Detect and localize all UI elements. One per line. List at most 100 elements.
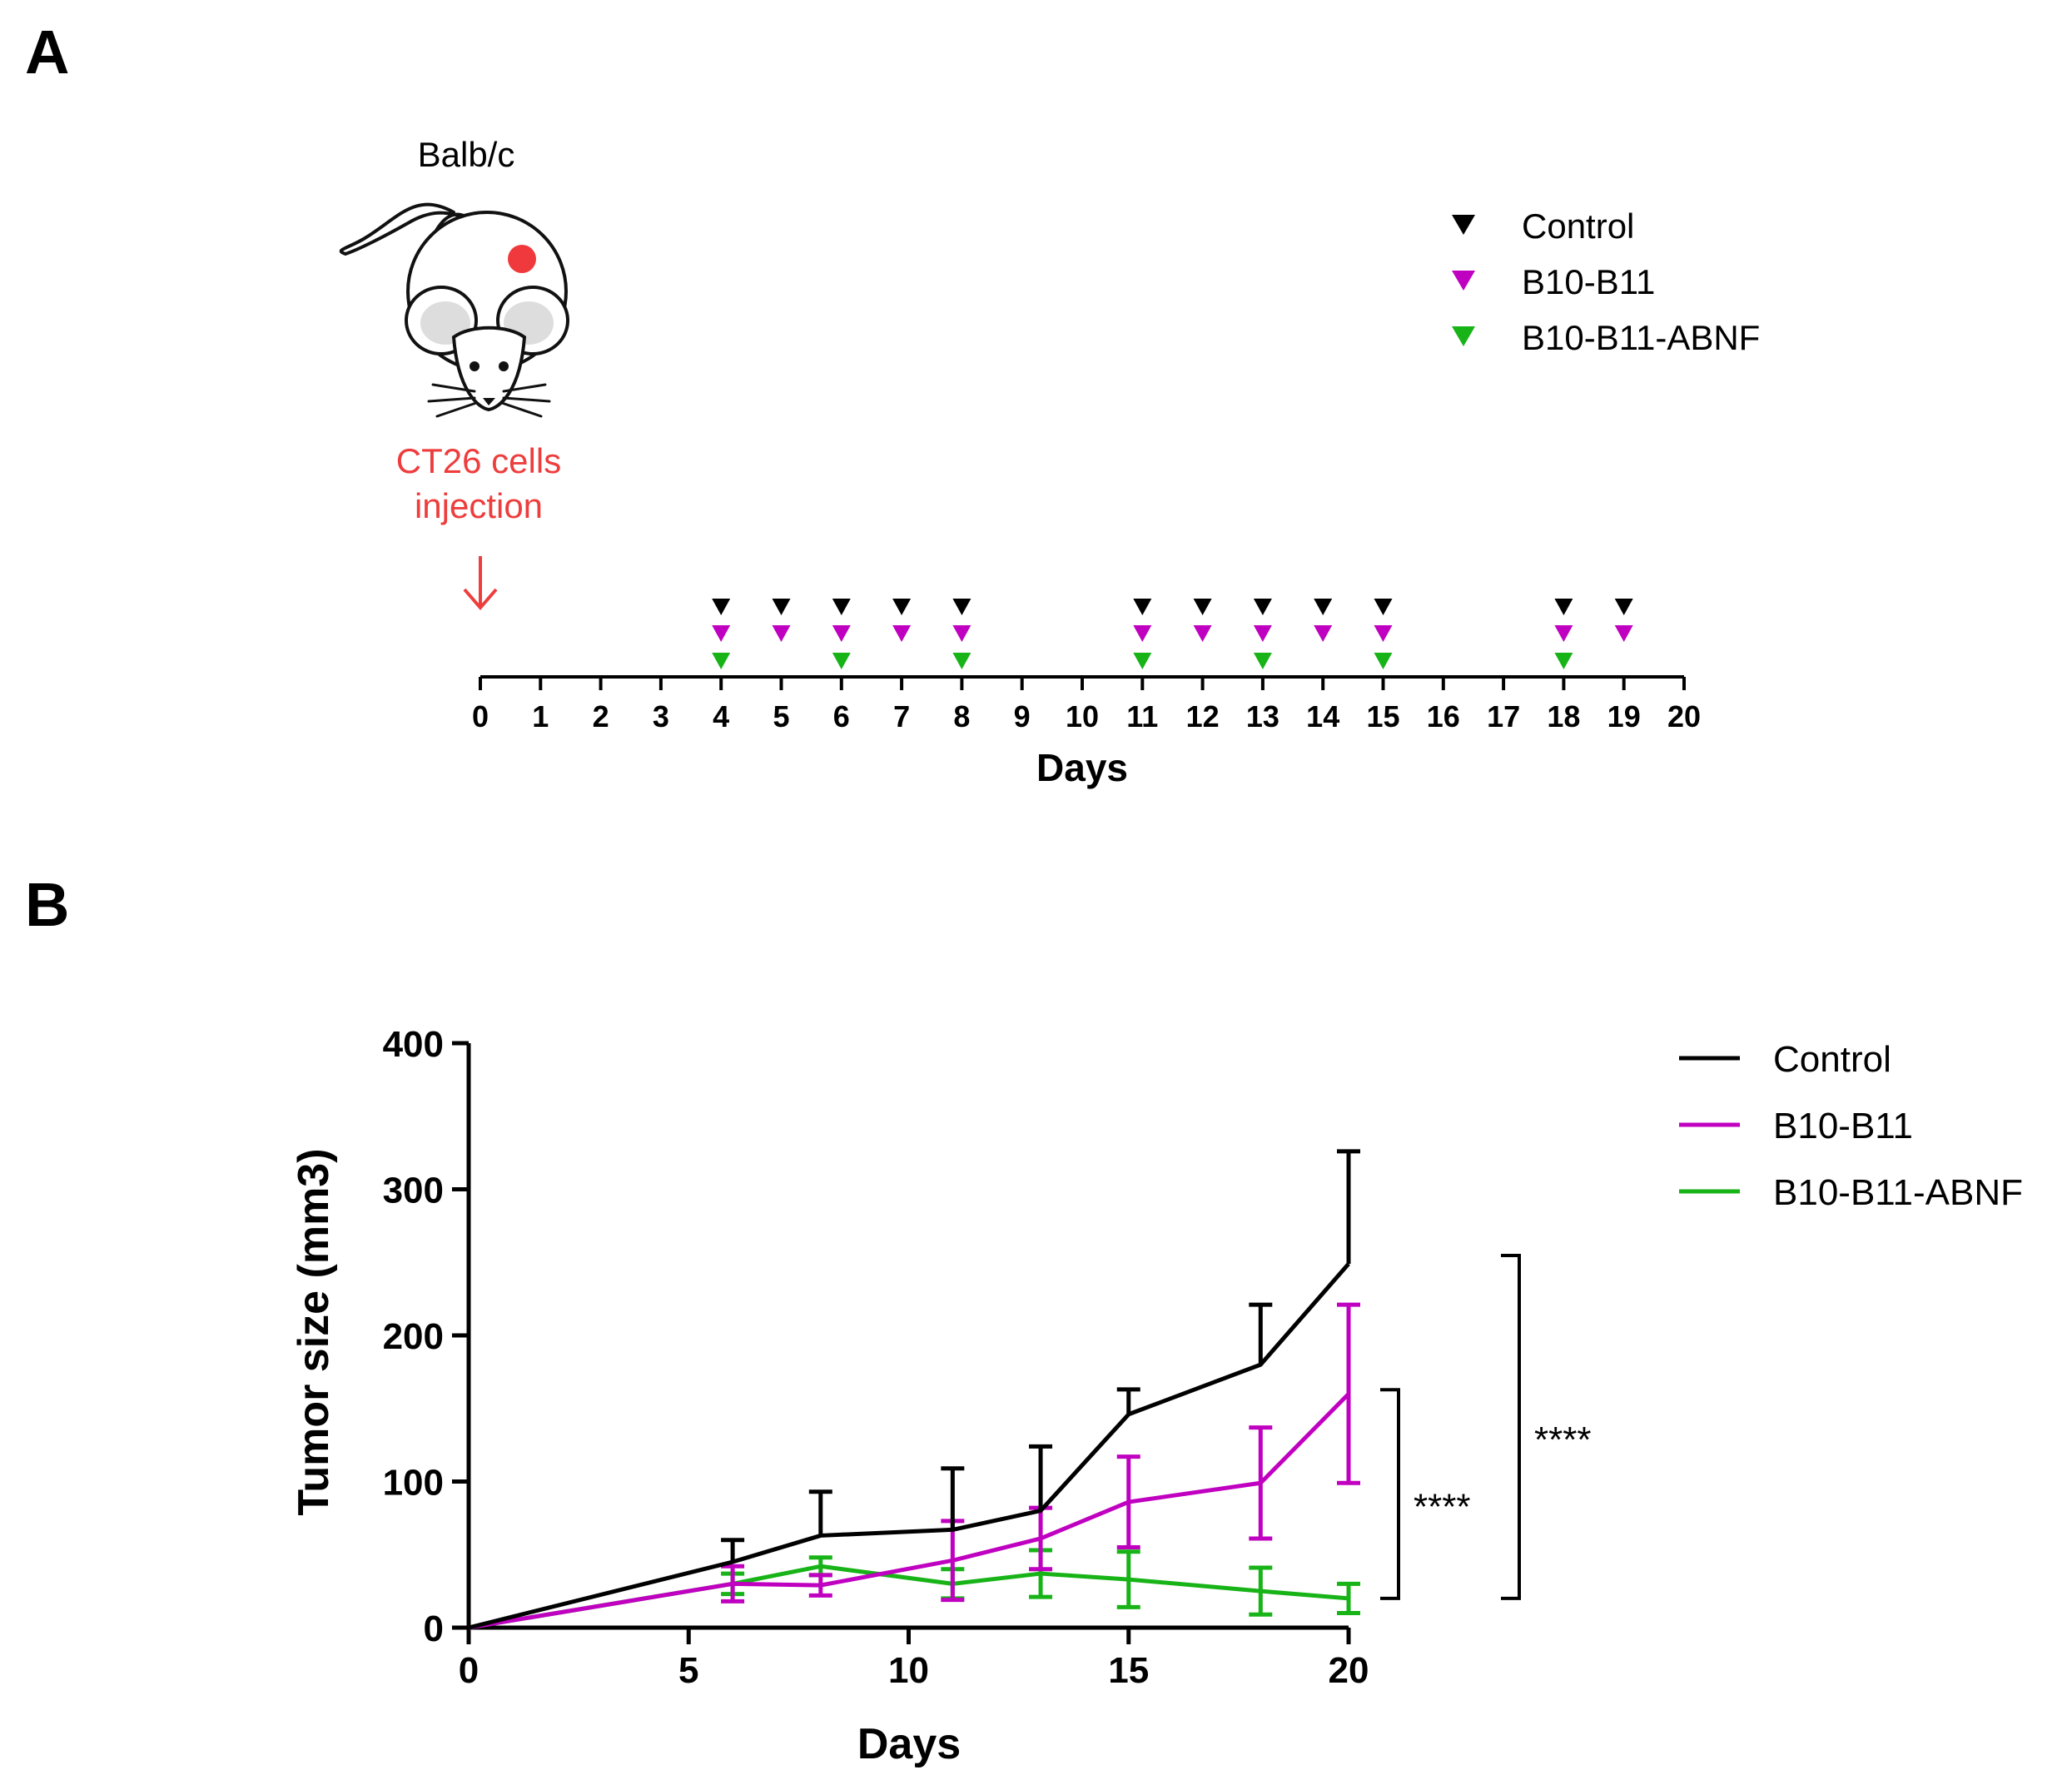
dose-marker-2-day-8 xyxy=(952,653,971,669)
y-tick-label-400: 400 xyxy=(383,1024,444,1065)
timeline-tick-label-15: 15 xyxy=(1366,699,1399,733)
dose-marker-2-day-11 xyxy=(1133,653,1152,669)
timeline-tick-label-5: 5 xyxy=(773,699,789,733)
timeline-tick-label-11: 11 xyxy=(1126,699,1158,733)
timeline-tick-label-3: 3 xyxy=(653,699,669,733)
legend-panel-a: Control B10-B11 B10-B11-ABNF xyxy=(1452,206,1760,357)
timeline-tick-label-12: 12 xyxy=(1186,699,1220,733)
legend-a-label-1: B10-B11 xyxy=(1522,262,1655,301)
y-tick-label-0: 0 xyxy=(424,1608,444,1649)
timeline-tick-label-13: 13 xyxy=(1246,699,1279,733)
timeline-tick-label-10: 10 xyxy=(1066,699,1099,733)
mouse-nose-icon xyxy=(483,398,495,405)
series-line-1 xyxy=(468,1392,1350,1630)
dose-marker-2-day-13 xyxy=(1253,653,1272,669)
dose-marker-2-day-6 xyxy=(832,653,851,669)
dose-marker-2-day-18 xyxy=(1554,653,1573,669)
x-tick-label-20: 20 xyxy=(1329,1650,1369,1691)
dose-marker-0-day-15 xyxy=(1374,599,1393,615)
timeline-tick-label-1: 1 xyxy=(532,699,549,733)
timeline-tick-label-7: 7 xyxy=(893,699,910,733)
timeline-tick-label-0: 0 xyxy=(472,699,489,733)
x-tick-label-15: 15 xyxy=(1108,1650,1149,1691)
y-axis-title: Tumor size (mm3) xyxy=(290,1148,338,1515)
tumor-site-icon xyxy=(508,245,536,273)
dose-marker-0-day-4 xyxy=(712,599,731,615)
dose-marker-1-day-8 xyxy=(952,625,971,642)
chart-series xyxy=(468,1149,1360,1630)
series-line-2 xyxy=(468,1564,1349,1630)
legend-a-marker-0 xyxy=(1452,215,1475,235)
dose-marker-0-day-13 xyxy=(1253,599,1272,615)
legend-label-2: B10-B11-ABNF xyxy=(1773,1172,2023,1213)
dose-marker-1-day-18 xyxy=(1554,625,1573,642)
x-tick-label-10: 10 xyxy=(888,1650,929,1691)
mouse-left-eye-icon xyxy=(470,361,479,371)
mouse-head-icon xyxy=(451,326,527,412)
legend-a-marker-2 xyxy=(1452,326,1475,346)
legend-a-label-0: Control xyxy=(1522,206,1634,246)
timeline-tick-label-9: 9 xyxy=(1014,699,1031,733)
significance-label-1: **** xyxy=(1534,1420,1592,1460)
dose-marker-2-day-4 xyxy=(712,653,731,669)
legend-label-0: Control xyxy=(1773,1039,1891,1080)
significance-brackets: **** **** xyxy=(1380,1254,1592,1600)
dose-marker-1-day-6 xyxy=(832,625,851,642)
mouse-right-eye-icon xyxy=(499,361,509,371)
timeline-x-title: Days xyxy=(1036,746,1128,789)
timeline-tick-label-16: 16 xyxy=(1427,699,1460,733)
dose-marker-0-day-14 xyxy=(1314,599,1333,615)
x-tick-label-0: 0 xyxy=(459,1650,479,1691)
dose-marker-1-day-7 xyxy=(892,625,912,642)
dose-marker-1-day-14 xyxy=(1314,625,1333,642)
dose-marker-0-day-18 xyxy=(1554,599,1573,615)
chart-legend: Control B10-B11 B10-B11-ABNF xyxy=(1679,1039,2023,1213)
timeline-tick-label-17: 17 xyxy=(1487,699,1520,733)
dose-marker-0-day-6 xyxy=(832,599,851,615)
legend-label-1: B10-B11 xyxy=(1773,1106,1913,1146)
significance-bracket-1 xyxy=(1501,1254,1521,1600)
dose-marker-1-day-13 xyxy=(1253,625,1272,642)
y-tick-label-200: 200 xyxy=(383,1316,444,1357)
x-tick-label-5: 5 xyxy=(678,1650,698,1691)
dose-marker-1-day-12 xyxy=(1193,625,1212,642)
timeline-tick-label-8: 8 xyxy=(953,699,970,733)
dose-marker-0-day-12 xyxy=(1193,599,1212,615)
dose-marker-2-day-15 xyxy=(1374,653,1393,669)
timeline-axis: 0 1 2 3 4 5 6 7 8 9 10 11 12 13 14 15 16 17 18 19 20 xyxy=(472,675,1701,733)
y-tick-label-300: 300 xyxy=(383,1171,444,1211)
mouse-illustration xyxy=(339,202,569,418)
timeline-tick-label-6: 6 xyxy=(833,699,850,733)
mouse-whiskers-icon xyxy=(427,383,551,418)
dose-marker-1-day-15 xyxy=(1374,625,1393,642)
dose-marker-0-day-8 xyxy=(952,599,971,615)
panel-b-label: B xyxy=(25,870,69,939)
dose-marker-1-day-4 xyxy=(712,625,731,642)
timeline-tick-label-19: 19 xyxy=(1607,699,1641,733)
dose-marker-0-day-19 xyxy=(1614,599,1633,615)
y-tick-label-100: 100 xyxy=(383,1463,444,1504)
panel-a-label: A xyxy=(25,17,69,87)
dose-marker-0-day-11 xyxy=(1133,599,1152,615)
timeline-tick-label-4: 4 xyxy=(713,699,729,733)
injection-arrow-icon xyxy=(463,556,498,611)
series-line-0 xyxy=(468,1262,1350,1630)
significance-bracket-0 xyxy=(1380,1388,1400,1600)
mouse-label: Balb/c xyxy=(418,135,515,174)
timeline-tick-label-20: 20 xyxy=(1667,699,1701,733)
dose-marker-1-day-5 xyxy=(772,625,791,642)
significance-label-0: **** xyxy=(1414,1487,1471,1528)
injection-label-line2: injection xyxy=(415,486,543,525)
x-axis-title: Days xyxy=(857,1720,961,1768)
timeline-tick-label-2: 2 xyxy=(593,699,609,733)
dose-marker-0-day-7 xyxy=(892,599,912,615)
legend-a-label-2: B10-B11-ABNF xyxy=(1522,318,1760,357)
legend-a-marker-1 xyxy=(1452,271,1475,291)
timeline-tick-label-18: 18 xyxy=(1547,699,1580,733)
dose-marker-1-day-11 xyxy=(1133,625,1152,642)
dose-marker-1-day-19 xyxy=(1614,625,1633,642)
dose-marker-0-day-5 xyxy=(772,599,791,615)
